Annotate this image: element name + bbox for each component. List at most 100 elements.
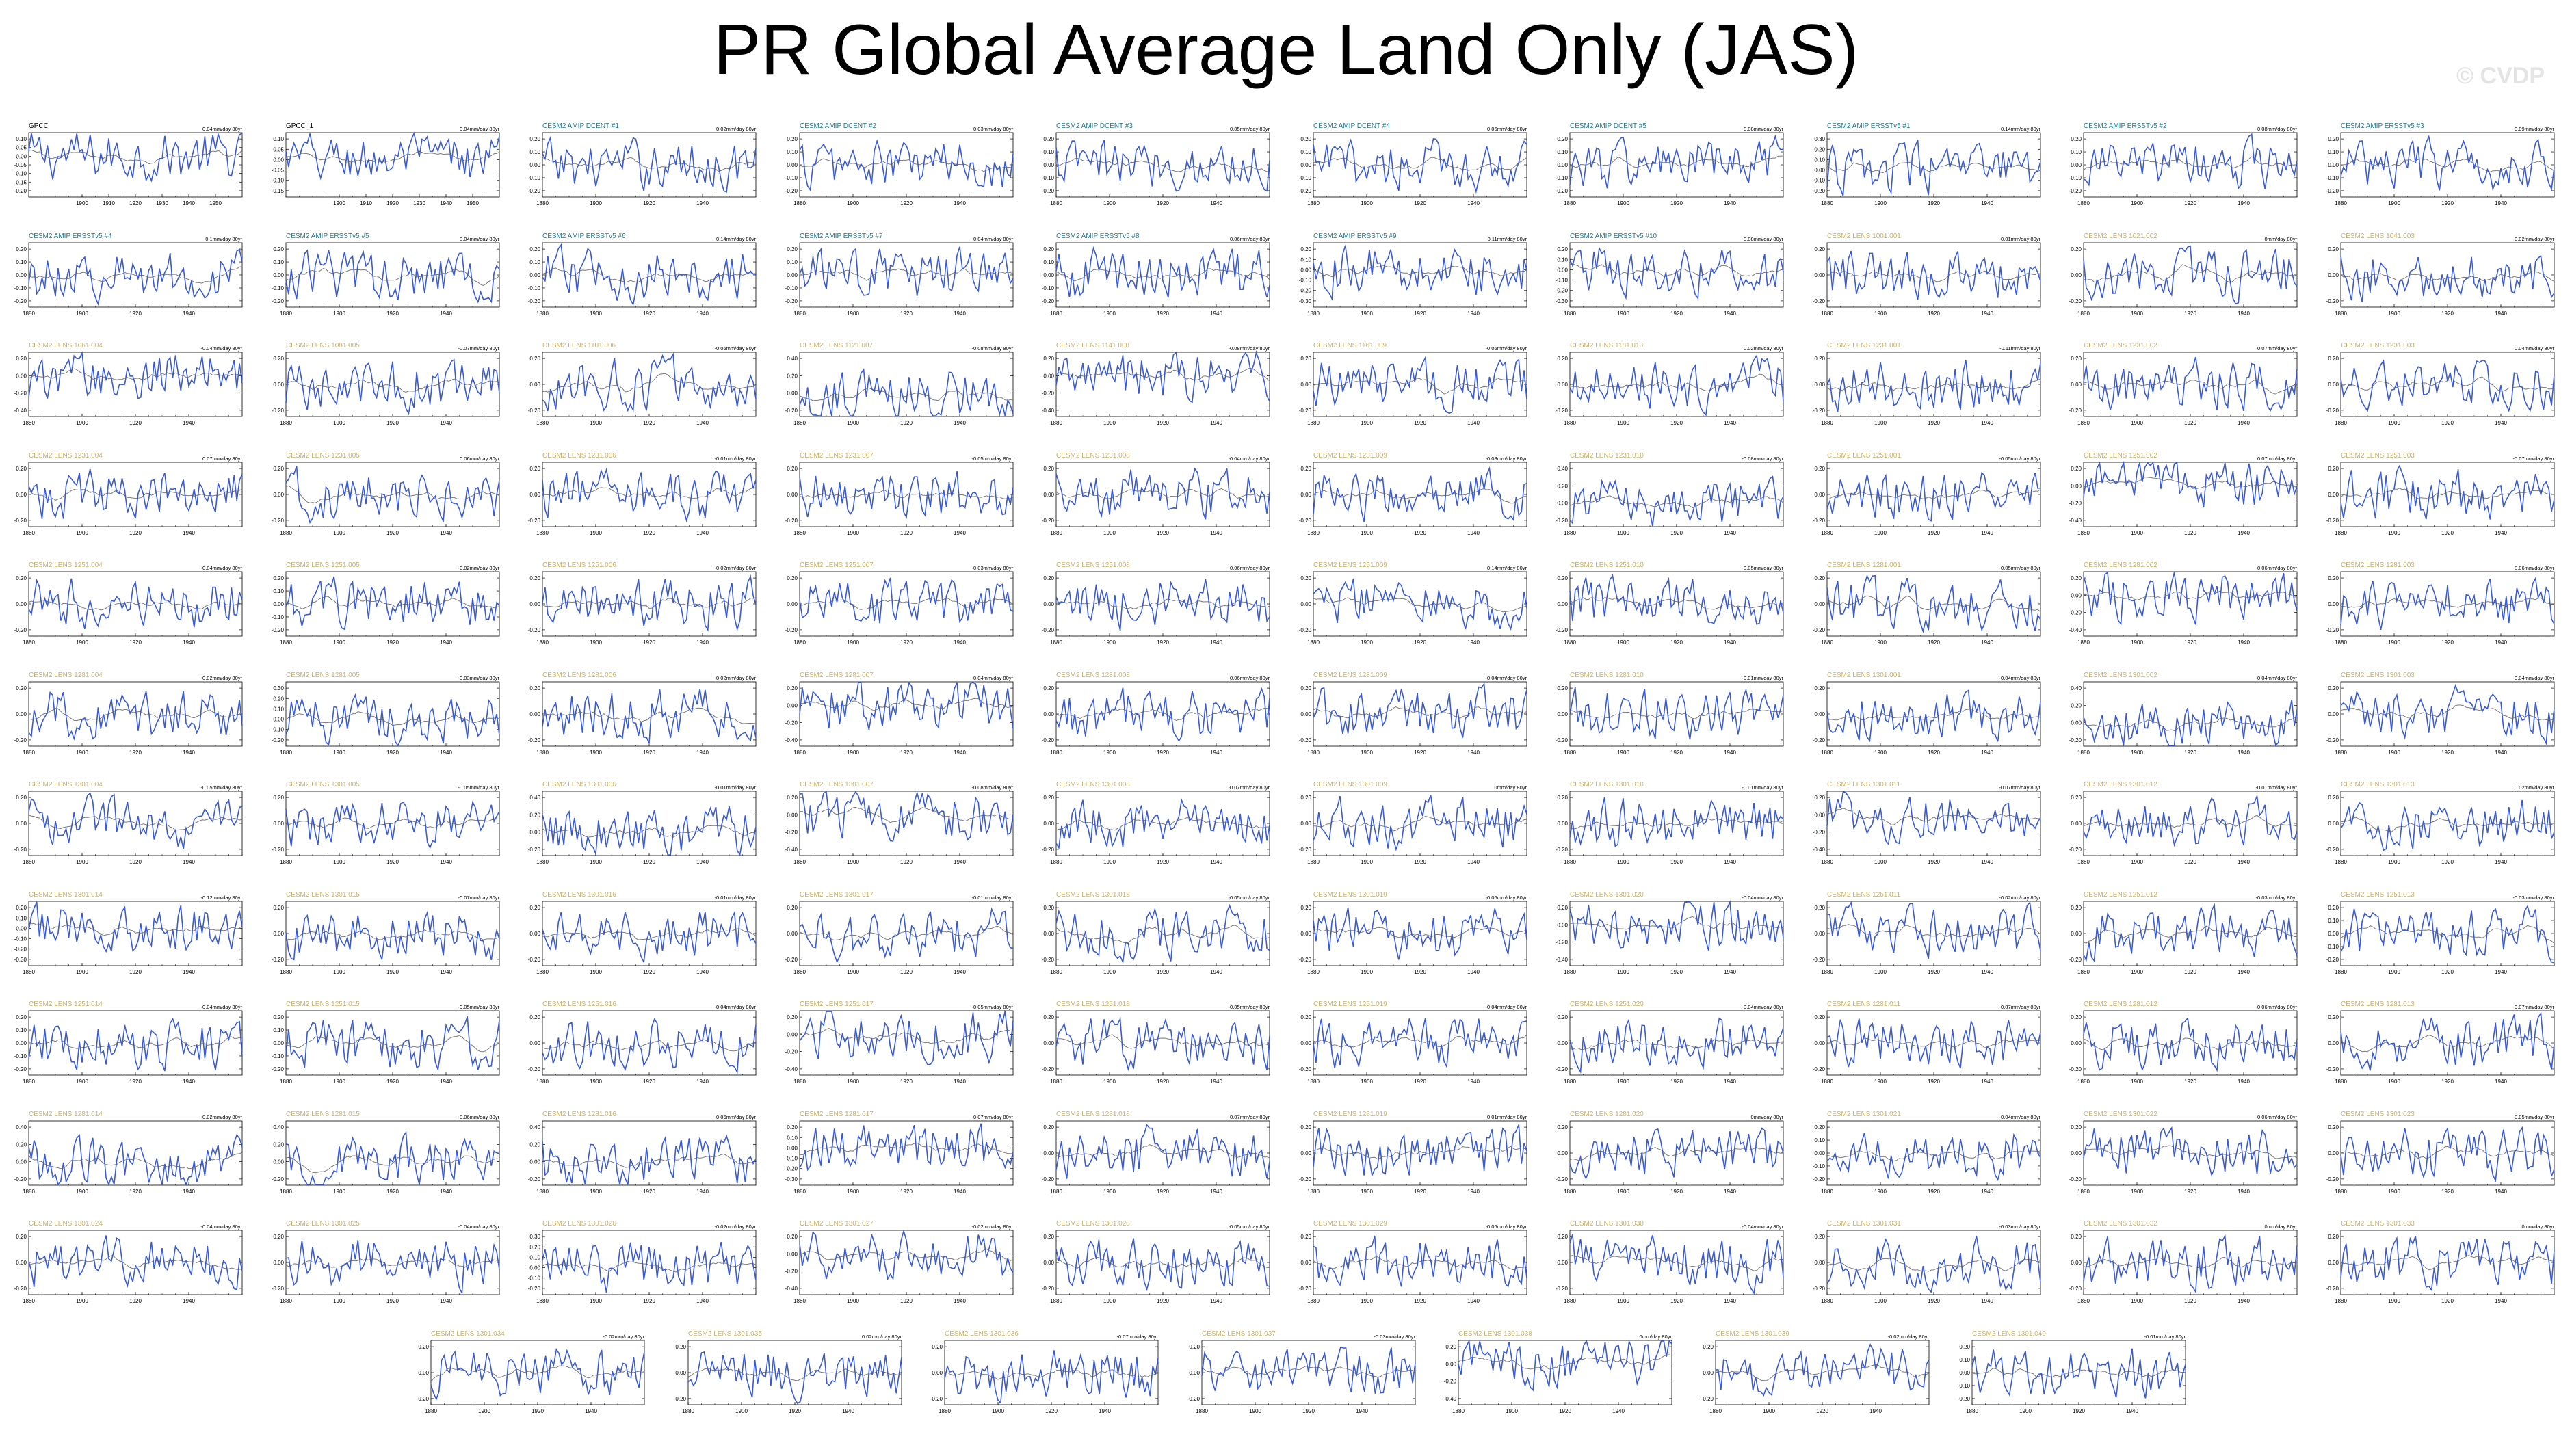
x-tick-label: 1880 — [1307, 1298, 1320, 1304]
panel-trend: 0.07mm/day 80yr — [2257, 455, 2297, 462]
x-tick-label: 1920 — [2441, 969, 2454, 975]
y-tick-label: 0.00 — [787, 391, 798, 397]
y-tick-label: 0.20 — [16, 356, 27, 362]
x-tick-label: 1900 — [1361, 1298, 1373, 1304]
x-tick-label: 1880 — [793, 1189, 806, 1195]
panel-trend: 0.06mm/day 80yr — [460, 455, 499, 462]
panel-title: CESM2 AMIP DCENT #1 — [542, 122, 619, 130]
x-tick-label: 1900 — [1361, 310, 1373, 317]
panel-trend: -0.12mm/day 80yr — [201, 895, 243, 901]
x-tick-label: 1900 — [76, 310, 88, 317]
panel-60: CESM2 LENS 1301.003 -0.04mm/day 80yr 0.20 0… — [2326, 672, 2555, 756]
panel-title: CESM2 LENS 1081.005 — [286, 342, 360, 349]
x-tick-label: 1940 — [1467, 530, 1480, 536]
y-tick-label: 0.20 — [1814, 356, 1825, 362]
x-tick-label: 1880 — [536, 420, 549, 426]
panel-trend: -0.06mm/day 80yr — [1485, 895, 1527, 901]
y-tick-label: 0.20 — [2071, 575, 2082, 581]
y-tick-label: 0.20 — [1445, 1344, 1456, 1350]
y-tick-label: -0.20 — [528, 188, 541, 194]
plot-frame — [1826, 242, 2040, 307]
y-tick-label: 0.10 — [273, 136, 284, 142]
x-tick-label: 1900 — [1361, 750, 1373, 756]
x-tick-label: 1880 — [280, 310, 292, 317]
panel-28: CESM2 LENS 1231.001 -0.11mm/day 80yr 0.20 0… — [1812, 342, 2041, 426]
y-tick-label: -0.20 — [785, 1165, 798, 1172]
panel-title: GPCC_1 — [286, 122, 313, 130]
series-line — [2339, 135, 2555, 191]
panel-trend: 0mm/day 80yr — [2264, 236, 2297, 242]
x-tick-label: 1920 — [1670, 310, 1683, 317]
y-tick-label: 0.10 — [1300, 256, 1311, 263]
panel-36: CESM2 LENS 1231.009 -0.08mm/day 80yr 0.20 0… — [1298, 452, 1527, 536]
x-tick-label: 1940 — [2495, 1189, 2507, 1195]
y-tick-label: -0.20 — [2326, 1176, 2339, 1182]
panel-title: CESM2 AMIP DCENT #4 — [1313, 122, 1390, 130]
panel-title: CESM2 LENS 1181.010 — [1570, 342, 1644, 349]
series-line — [1312, 356, 1527, 414]
series-line — [1826, 901, 2041, 959]
panel-67: CESM2 LENS 1301.010 -0.01mm/day 80yr 0.20 0… — [1556, 781, 1784, 865]
plot-frame — [28, 791, 243, 856]
x-tick-label: 1940 — [2495, 750, 2507, 756]
series-line — [2339, 799, 2555, 851]
y-tick-label: -0.20 — [2069, 1286, 2082, 1292]
panel-trend: -0.04mm/day 80yr — [201, 345, 243, 352]
x-tick-label: 1940 — [1981, 969, 1993, 975]
series-line — [1312, 1018, 1527, 1069]
y-tick-label: 0.20 — [529, 685, 540, 691]
panel-trend: -0.05mm/day 80yr — [1999, 565, 2040, 571]
x-tick-label: 1940 — [954, 750, 966, 756]
x-tick-label: 1880 — [536, 969, 549, 975]
panel-trend: -0.04mm/day 80yr — [458, 1223, 499, 1230]
x-tick-label: 1900 — [1506, 1408, 1518, 1414]
y-tick-label: 0.20 — [1300, 685, 1311, 691]
series-line — [1055, 1016, 1270, 1072]
y-tick-label: 0.20 — [1959, 1344, 1970, 1350]
y-tick-label: 0.00 — [16, 492, 27, 498]
x-tick-label: 1940 — [183, 1189, 195, 1195]
panel-99: CESM2 LENS 1301.022 -0.06mm/day 80yr 0.20 0… — [2069, 1111, 2298, 1195]
panel-15: CESM2 AMIP ERSSTv5 #8 0.06mm/day 80yr 0.20… — [1042, 233, 1270, 317]
y-tick-label: -0.20 — [2326, 627, 2339, 633]
x-tick-label: 1940 — [440, 420, 452, 426]
y-tick-label: 0.20 — [529, 356, 540, 362]
series-line — [1569, 797, 1784, 847]
plot-frame — [285, 1120, 499, 1185]
y-tick-label: 0.10 — [2328, 149, 2339, 155]
y-tick-label: -0.20 — [1298, 956, 1311, 962]
y-tick-label: 0.00 — [529, 382, 540, 388]
y-tick-label: 0.20 — [1300, 795, 1311, 801]
reference-line — [1569, 155, 1783, 168]
panel-title: CESM2 LENS 1281.003 — [2341, 561, 2415, 569]
series-line — [542, 467, 757, 522]
y-tick-label: 0.00 — [2328, 931, 2339, 937]
y-tick-label: -0.20 — [1298, 517, 1311, 523]
plot-frame — [542, 1120, 757, 1185]
series-line — [2083, 244, 2298, 304]
x-tick-label: 1940 — [696, 420, 709, 426]
y-tick-label: -0.20 — [14, 1176, 27, 1182]
y-tick-label: -0.20 — [1812, 297, 1825, 304]
y-tick-label: 0.20 — [2328, 356, 2339, 362]
panel-trend: -0.05mm/day 80yr — [1229, 895, 1270, 901]
x-tick-label: 1900 — [1249, 1408, 1261, 1414]
plot-frame — [1569, 462, 1784, 527]
x-tick-label: 1880 — [793, 200, 806, 207]
y-tick-label: 0.00 — [273, 157, 284, 163]
y-tick-label: 0.00 — [1557, 821, 1568, 827]
y-tick-label: 0.20 — [273, 575, 284, 581]
reference-line — [1313, 816, 1527, 832]
x-tick-label: 1880 — [793, 530, 806, 536]
x-tick-label: 1940 — [1210, 859, 1222, 865]
x-tick-label: 1900 — [1874, 1298, 1887, 1304]
reference-line — [542, 157, 757, 172]
y-tick-label: 0.20 — [1557, 1014, 1568, 1020]
y-tick-label: -0.20 — [1812, 1066, 1825, 1072]
x-tick-label: 1920 — [1928, 310, 1940, 317]
panel-title: CESM2 LENS 1251.012 — [2084, 891, 2157, 899]
x-tick-label: 1940 — [440, 1189, 452, 1195]
x-tick-label: 1880 — [1452, 1408, 1465, 1414]
panel-trend: -0.03mm/day 80yr — [2512, 895, 2554, 901]
x-tick-label: 1940 — [2495, 1298, 2507, 1304]
